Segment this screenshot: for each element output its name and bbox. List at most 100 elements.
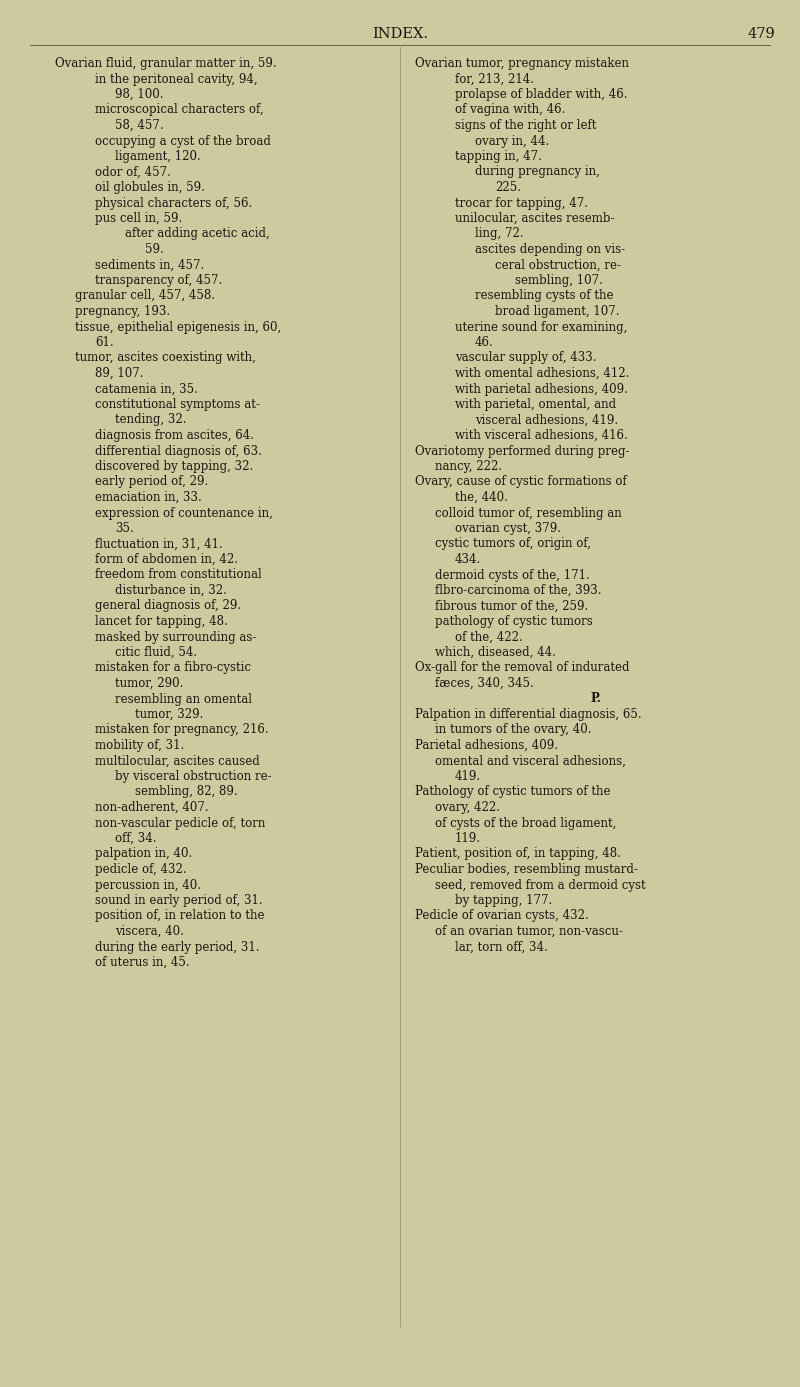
Text: 89, 107.: 89, 107. — [95, 368, 143, 380]
Text: occupying a cyst of the broad: occupying a cyst of the broad — [95, 135, 271, 147]
Text: tissue, epithelial epigenesis in, 60,: tissue, epithelial epigenesis in, 60, — [75, 320, 282, 333]
Text: tumor, 290.: tumor, 290. — [115, 677, 183, 689]
Text: lancet for tapping, 48.: lancet for tapping, 48. — [95, 614, 228, 628]
Text: freedom from constitutional: freedom from constitutional — [95, 569, 262, 581]
Text: during pregnancy in,: during pregnancy in, — [475, 165, 600, 179]
Text: granular cell, 457, 458.: granular cell, 457, 458. — [75, 290, 215, 302]
Text: of cysts of the broad ligament,: of cysts of the broad ligament, — [435, 817, 616, 829]
Text: viscera, 40.: viscera, 40. — [115, 925, 184, 938]
Text: tumor, 329.: tumor, 329. — [135, 707, 203, 721]
Text: of the, 422.: of the, 422. — [455, 631, 522, 644]
Text: of vagina with, 46.: of vagina with, 46. — [455, 104, 566, 117]
Text: microscopical characters of,: microscopical characters of, — [95, 104, 264, 117]
Text: pedicle of, 432.: pedicle of, 432. — [95, 863, 186, 877]
Text: fæces, 340, 345.: fæces, 340, 345. — [435, 677, 534, 689]
Text: Peculiar bodies, resembling mustard-: Peculiar bodies, resembling mustard- — [415, 863, 638, 877]
Text: of uterus in, 45.: of uterus in, 45. — [95, 956, 190, 970]
Text: general diagnosis of, 29.: general diagnosis of, 29. — [95, 599, 241, 613]
Text: seed, removed from a dermoid cyst: seed, removed from a dermoid cyst — [435, 878, 646, 892]
Text: tumor, ascites coexisting with,: tumor, ascites coexisting with, — [75, 351, 256, 365]
Text: for, 213, 214.: for, 213, 214. — [455, 72, 534, 86]
Text: pregnancy, 193.: pregnancy, 193. — [75, 305, 170, 318]
Text: odor of, 457.: odor of, 457. — [95, 165, 171, 179]
Text: oil globules in, 59.: oil globules in, 59. — [95, 180, 205, 194]
Text: dermoid cysts of the, 171.: dermoid cysts of the, 171. — [435, 569, 590, 581]
Text: tapping in, 47.: tapping in, 47. — [455, 150, 542, 164]
Text: INDEX.: INDEX. — [372, 26, 428, 42]
Text: masked by surrounding as-: masked by surrounding as- — [95, 631, 256, 644]
Text: the, 440.: the, 440. — [455, 491, 508, 503]
Text: physical characters of, 56.: physical characters of, 56. — [95, 197, 252, 209]
Text: with parietal adhesions, 409.: with parietal adhesions, 409. — [455, 383, 628, 395]
Text: in tumors of the ovary, 40.: in tumors of the ovary, 40. — [435, 724, 591, 736]
Text: transparency of, 457.: transparency of, 457. — [95, 275, 222, 287]
Text: signs of the right or left: signs of the right or left — [455, 119, 596, 132]
Text: ceral obstruction, re-: ceral obstruction, re- — [495, 258, 621, 272]
Text: early period of, 29.: early period of, 29. — [95, 476, 208, 488]
Text: 119.: 119. — [455, 832, 481, 845]
Text: broad ligament, 107.: broad ligament, 107. — [495, 305, 619, 318]
Text: with parietal, omental, and: with parietal, omental, and — [455, 398, 616, 411]
Text: Palpation in differential diagnosis, 65.: Palpation in differential diagnosis, 65. — [415, 707, 642, 721]
Text: mistaken for a fibro-cystic: mistaken for a fibro-cystic — [95, 662, 251, 674]
Text: with visceral adhesions, 416.: with visceral adhesions, 416. — [455, 429, 628, 442]
Text: Ox-gall for the removal of indurated: Ox-gall for the removal of indurated — [415, 662, 630, 674]
Text: ovary, 422.: ovary, 422. — [435, 802, 500, 814]
Text: sediments in, 457.: sediments in, 457. — [95, 258, 204, 272]
Text: ascites depending on vis-: ascites depending on vis- — [475, 243, 625, 257]
Text: non-vascular pedicle of, torn: non-vascular pedicle of, torn — [95, 817, 266, 829]
Text: during the early period, 31.: during the early period, 31. — [95, 940, 259, 953]
Text: 225.: 225. — [495, 180, 521, 194]
Text: mistaken for pregnancy, 216.: mistaken for pregnancy, 216. — [95, 724, 269, 736]
Text: fluctuation in, 31, 41.: fluctuation in, 31, 41. — [95, 538, 222, 551]
Text: discovered by tapping, 32.: discovered by tapping, 32. — [95, 460, 254, 473]
Text: form of abdomen in, 42.: form of abdomen in, 42. — [95, 553, 238, 566]
Text: pus cell in, 59.: pus cell in, 59. — [95, 212, 182, 225]
Text: by visceral obstruction re-: by visceral obstruction re- — [115, 770, 272, 784]
Text: 59.: 59. — [145, 243, 164, 257]
Text: nancy, 222.: nancy, 222. — [435, 460, 502, 473]
Text: tending, 32.: tending, 32. — [115, 413, 186, 426]
Text: ovary in, 44.: ovary in, 44. — [475, 135, 550, 147]
Text: percussion in, 40.: percussion in, 40. — [95, 878, 201, 892]
Text: sound in early period of, 31.: sound in early period of, 31. — [95, 895, 262, 907]
Text: catamenia in, 35.: catamenia in, 35. — [95, 383, 198, 395]
Text: Ovariotomy performed during preg-: Ovariotomy performed during preg- — [415, 444, 630, 458]
Text: Pathology of cystic tumors of the: Pathology of cystic tumors of the — [415, 785, 610, 799]
Text: 434.: 434. — [455, 553, 482, 566]
Text: unilocular, ascites resemb-: unilocular, ascites resemb- — [455, 212, 614, 225]
Text: P.: P. — [590, 692, 601, 706]
Text: Pedicle of ovarian cysts, 432.: Pedicle of ovarian cysts, 432. — [415, 910, 589, 922]
Text: Ovarian tumor, pregnancy mistaken: Ovarian tumor, pregnancy mistaken — [415, 57, 629, 69]
Text: visceral adhesions, 419.: visceral adhesions, 419. — [475, 413, 618, 426]
Text: 479: 479 — [747, 26, 775, 42]
Text: vascular supply of, 433.: vascular supply of, 433. — [455, 351, 597, 365]
Text: mobility of, 31.: mobility of, 31. — [95, 739, 184, 752]
Text: constitutional symptoms at-: constitutional symptoms at- — [95, 398, 260, 411]
Text: omental and visceral adhesions,: omental and visceral adhesions, — [435, 755, 626, 767]
Text: 58, 457.: 58, 457. — [115, 119, 164, 132]
Text: Patient, position of, in tapping, 48.: Patient, position of, in tapping, 48. — [415, 847, 621, 860]
Text: ligament, 120.: ligament, 120. — [115, 150, 201, 164]
Text: position of, in relation to the: position of, in relation to the — [95, 910, 265, 922]
Text: differential diagnosis of, 63.: differential diagnosis of, 63. — [95, 444, 262, 458]
Text: palpation in, 40.: palpation in, 40. — [95, 847, 192, 860]
Text: trocar for tapping, 47.: trocar for tapping, 47. — [455, 197, 588, 209]
Text: resembling an omental: resembling an omental — [115, 692, 252, 706]
Text: prolapse of bladder with, 46.: prolapse of bladder with, 46. — [455, 87, 627, 101]
Text: lar, torn off, 34.: lar, torn off, 34. — [455, 940, 548, 953]
Text: which, diseased, 44.: which, diseased, 44. — [435, 646, 556, 659]
Text: disturbance in, 32.: disturbance in, 32. — [115, 584, 227, 596]
Text: pathology of cystic tumors: pathology of cystic tumors — [435, 614, 593, 628]
Text: expression of countenance in,: expression of countenance in, — [95, 506, 273, 520]
Text: by tapping, 177.: by tapping, 177. — [455, 895, 552, 907]
Text: 98, 100.: 98, 100. — [115, 87, 163, 101]
Text: Parietal adhesions, 409.: Parietal adhesions, 409. — [415, 739, 558, 752]
Text: flbro-carcinoma of the, 393.: flbro-carcinoma of the, 393. — [435, 584, 602, 596]
Text: Ovary, cause of cystic formations of: Ovary, cause of cystic formations of — [415, 476, 626, 488]
Text: emaciation in, 33.: emaciation in, 33. — [95, 491, 202, 503]
Text: with omental adhesions, 412.: with omental adhesions, 412. — [455, 368, 630, 380]
Text: uterine sound for examining,: uterine sound for examining, — [455, 320, 627, 333]
Text: in the peritoneal cavity, 94,: in the peritoneal cavity, 94, — [95, 72, 258, 86]
Text: of an ovarian tumor, non-vascu-: of an ovarian tumor, non-vascu- — [435, 925, 623, 938]
